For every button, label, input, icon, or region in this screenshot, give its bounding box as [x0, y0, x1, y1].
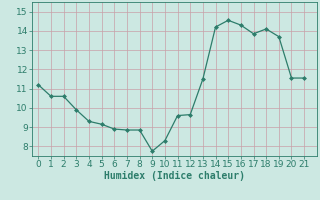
- X-axis label: Humidex (Indice chaleur): Humidex (Indice chaleur): [104, 171, 245, 181]
